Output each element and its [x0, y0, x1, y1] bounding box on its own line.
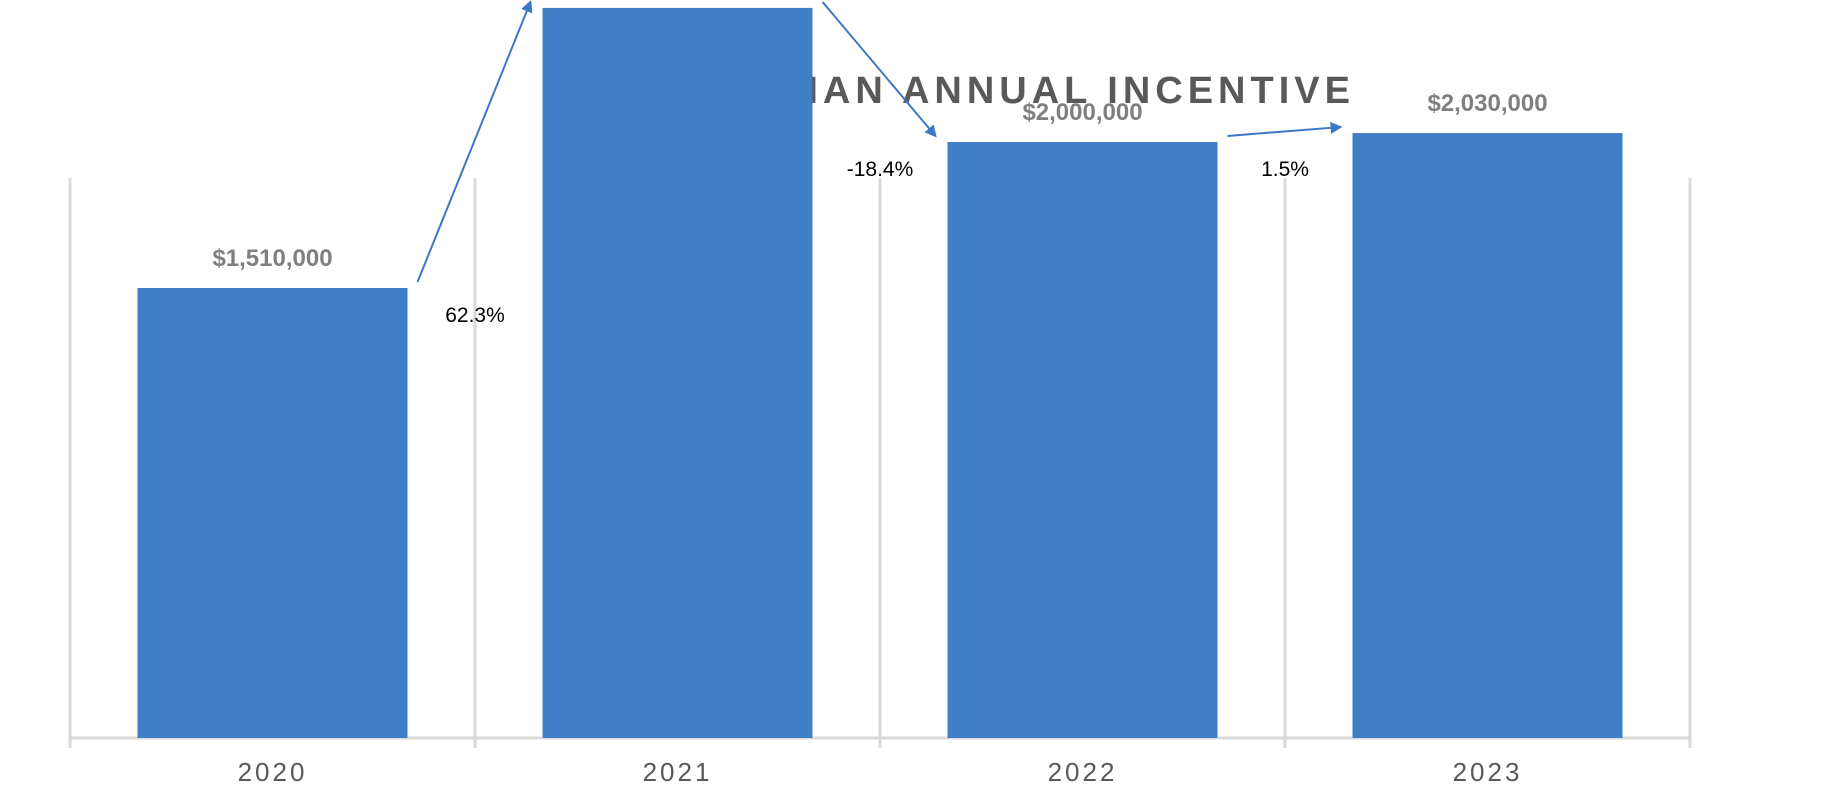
value-label-2020: $1,510,000: [212, 245, 332, 272]
bars: [137, 7, 1623, 738]
change-label-2020-2021: 62.3%: [445, 304, 505, 327]
x-tick-label-2023: 2023: [1453, 757, 1523, 787]
bar-2022: [947, 142, 1218, 738]
change-arrow-2021-2022: [821, 1, 937, 138]
change-arrow-2020-2021: [416, 0, 533, 283]
labels: $1,510,0002020$2,450,0002021$2,000,00020…: [212, 90, 1547, 787]
value-label-2022: $2,000,000: [1022, 99, 1142, 126]
change-arrows: [416, 0, 1343, 283]
bar-2021: [542, 7, 813, 738]
x-tick-label-2022: 2022: [1048, 757, 1118, 787]
change-arrow-2022-2023: [1227, 121, 1343, 137]
value-label-2023: $2,030,000: [1427, 90, 1547, 117]
x-tick-label-2021: 2021: [643, 757, 713, 787]
bar-2023: [1352, 133, 1623, 738]
bar-2020: [137, 288, 408, 738]
change-label-2021-2022: -18.4%: [847, 158, 914, 181]
x-tick-label-2020: 2020: [238, 757, 308, 787]
change-label-2022-2023: 1.5%: [1261, 158, 1309, 181]
